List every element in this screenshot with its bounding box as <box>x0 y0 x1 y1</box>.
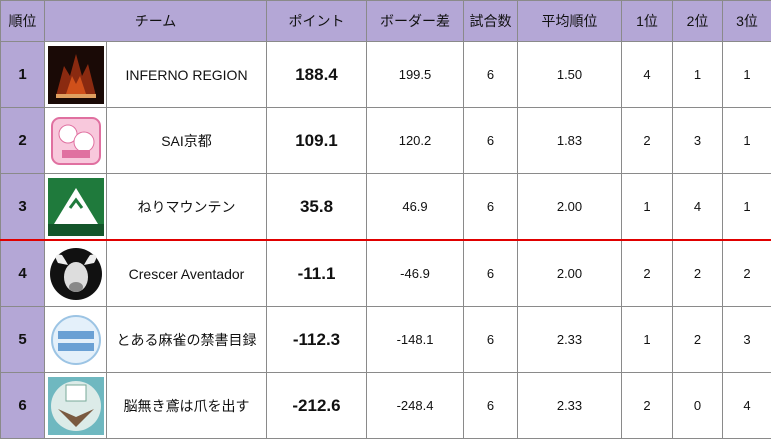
table-cell: 5 <box>1 307 45 373</box>
table-cell: 6 <box>464 307 518 373</box>
header-cell: 2位 <box>673 1 723 42</box>
table-cell: 1 <box>622 307 673 373</box>
logo-image <box>48 311 104 369</box>
table-cell: 2 <box>673 307 723 373</box>
table-cell: 2 <box>622 240 673 307</box>
team-name: Crescer Aventador <box>107 240 267 307</box>
header-cell: ポイント <box>267 1 367 42</box>
table-cell: 6 <box>464 108 518 174</box>
table-cell: 4 <box>622 42 673 108</box>
table-cell: 199.5 <box>367 42 464 108</box>
table-cell: 3 <box>673 108 723 174</box>
table-cell: 1 <box>1 42 45 108</box>
table-cell: 120.2 <box>367 108 464 174</box>
table-cell: 188.4 <box>267 42 367 108</box>
table-cell: 1.83 <box>518 108 622 174</box>
table-cell: 2.00 <box>518 174 622 241</box>
logo-image <box>48 377 104 435</box>
team-logo <box>45 240 107 307</box>
team-logo <box>45 373 107 439</box>
header-cell: ボーダー差 <box>367 1 464 42</box>
table-cell: 2 <box>1 108 45 174</box>
table-cell: 6 <box>464 42 518 108</box>
table-cell: 0 <box>673 373 723 439</box>
team-logo <box>45 174 107 241</box>
logo-image <box>48 112 104 170</box>
header-cell: 順位 <box>1 1 45 42</box>
table-cell: 109.1 <box>267 108 367 174</box>
header-cell: 試合数 <box>464 1 518 42</box>
table-cell: 3 <box>1 174 45 241</box>
team-logo <box>45 42 107 108</box>
header-cell: チーム <box>45 1 267 42</box>
team-name: ねりマウンテン <box>107 174 267 241</box>
table-cell: -212.6 <box>267 373 367 439</box>
table-cell: -112.3 <box>267 307 367 373</box>
table-cell: 2 <box>723 240 771 307</box>
team-logo <box>45 108 107 174</box>
table-cell: 6 <box>1 373 45 439</box>
team-name: とある麻雀の禁書目録 <box>107 307 267 373</box>
team-logo <box>45 307 107 373</box>
team-name: SAI京都 <box>107 108 267 174</box>
table-cell: 2.00 <box>518 240 622 307</box>
table-cell: 6 <box>464 373 518 439</box>
table-cell: 3 <box>723 307 771 373</box>
table-cell: 35.8 <box>267 174 367 241</box>
header-cell: 平均順位 <box>518 1 622 42</box>
table-cell: 2 <box>622 373 673 439</box>
table-cell: 1 <box>723 42 771 108</box>
table-cell: -248.4 <box>367 373 464 439</box>
table-cell: -46.9 <box>367 240 464 307</box>
table-cell: 1 <box>723 174 771 241</box>
table-cell: 1 <box>723 108 771 174</box>
table-cell: 4 <box>723 373 771 439</box>
table-cell: 6 <box>464 240 518 307</box>
table-cell: 1 <box>622 174 673 241</box>
table-cell: 6 <box>464 174 518 241</box>
table-cell: 2 <box>673 240 723 307</box>
header-cell: 1位 <box>622 1 673 42</box>
table-cell: 2 <box>622 108 673 174</box>
logo-image <box>48 178 104 236</box>
table-cell: 4 <box>673 174 723 241</box>
logo-image <box>48 245 104 303</box>
team-name: 脳無き鳶は爪を出す <box>107 373 267 439</box>
table-cell: 2.33 <box>518 373 622 439</box>
table-cell: 46.9 <box>367 174 464 241</box>
team-name: INFERNO REGION <box>107 42 267 108</box>
table-cell: 1 <box>673 42 723 108</box>
table-cell: 2.33 <box>518 307 622 373</box>
header-cell: 3位 <box>723 1 771 42</box>
table-cell: -148.1 <box>367 307 464 373</box>
table-cell: 1.50 <box>518 42 622 108</box>
table-cell: 4 <box>1 240 45 307</box>
table-cell: -11.1 <box>267 240 367 307</box>
logo-image <box>48 46 104 104</box>
